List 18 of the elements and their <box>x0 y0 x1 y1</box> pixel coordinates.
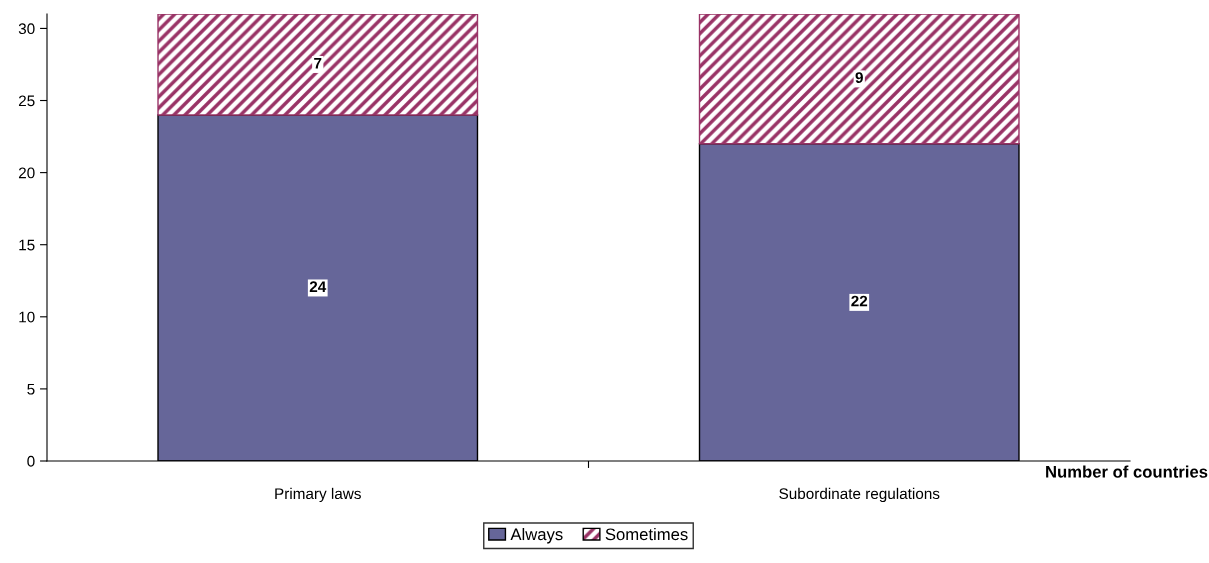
y-tick-label: 20 <box>18 167 35 179</box>
y-tick-label: 0 <box>27 455 35 467</box>
x-axis-title: Number of countries <box>1046 465 1208 478</box>
legend-label: Sometimes <box>605 527 688 541</box>
bar <box>698 14 1020 145</box>
y-tick-label: 5 <box>27 383 35 395</box>
legend-label: Always <box>510 527 563 544</box>
bar <box>157 14 479 116</box>
y-tick-label: 15 <box>19 239 35 251</box>
y-tick-label: 10 <box>19 311 35 323</box>
data-label: 9 <box>855 72 863 83</box>
data-label: 7 <box>314 57 322 69</box>
data-label: 22 <box>851 295 868 307</box>
y-tick-label: 25 <box>18 95 35 107</box>
x-tick-label: Primary laws <box>275 487 361 503</box>
x-tick-label: Subordinate regulations <box>779 487 940 503</box>
data-label: 24 <box>309 281 327 292</box>
y-tick-label: 30 <box>18 23 35 35</box>
